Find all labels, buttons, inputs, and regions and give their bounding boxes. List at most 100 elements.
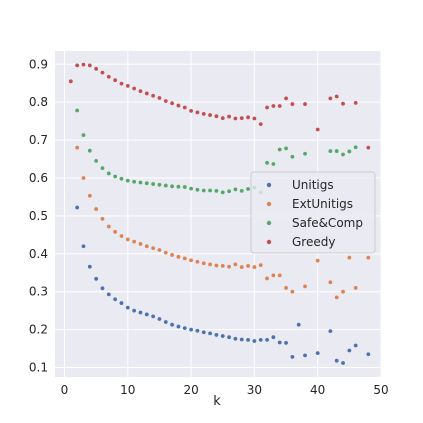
data-point [239, 265, 244, 269]
data-point [125, 305, 130, 310]
data-point [144, 312, 149, 317]
data-point [303, 284, 307, 289]
data-point [176, 324, 181, 329]
data-point [353, 145, 358, 150]
data-point [290, 102, 295, 106]
data-point [144, 181, 149, 186]
data-point [151, 314, 156, 319]
data-point [125, 178, 130, 183]
data-point [100, 166, 105, 171]
data-point [138, 89, 143, 94]
data-point [75, 108, 80, 113]
data-point [138, 242, 143, 246]
data-point [277, 273, 282, 278]
data-point [220, 190, 225, 195]
series-extunitigs [75, 145, 371, 300]
legend-label: Greedy [292, 235, 335, 249]
data-point [157, 182, 162, 187]
data-point [208, 262, 212, 267]
data-point [87, 63, 92, 68]
data-point [265, 276, 269, 281]
data-point [144, 91, 149, 96]
data-point [195, 259, 200, 264]
data-points [68, 62, 371, 365]
data-point [132, 86, 137, 91]
data-point [138, 310, 143, 315]
data-point [132, 308, 137, 313]
data-point [258, 122, 263, 127]
data-point [246, 187, 250, 191]
data-point [290, 289, 295, 294]
y-tick-label: 0.4 [29, 247, 48, 261]
data-point [119, 301, 124, 305]
data-point [75, 63, 80, 68]
data-point [227, 114, 231, 119]
data-point [341, 361, 345, 365]
legend-label: ExtUnitigs [292, 197, 353, 211]
legend-marker [266, 201, 272, 207]
data-point [277, 104, 282, 108]
y-tick-label: 0.5 [29, 209, 48, 223]
data-point [366, 145, 371, 150]
series-greedy [68, 62, 371, 150]
data-point [252, 116, 257, 121]
data-point [258, 263, 263, 268]
data-point [334, 149, 339, 153]
data-point [246, 264, 250, 268]
data-point [81, 62, 86, 67]
y-tick-label: 0.2 [29, 323, 48, 337]
data-point [189, 186, 193, 191]
data-point [284, 146, 288, 151]
data-point [227, 189, 231, 194]
data-point [151, 93, 156, 98]
grid-lines [55, 51, 382, 377]
data-point [220, 116, 225, 120]
data-point [227, 335, 231, 340]
data-point [151, 182, 156, 186]
data-point [201, 261, 206, 266]
y-tick-label: 0.6 [29, 171, 48, 185]
legend-box [250, 171, 376, 254]
data-point [265, 337, 269, 342]
x-tick-labels: 0 10 20 30 40 50 [61, 383, 389, 397]
data-point [284, 286, 288, 290]
series-unitigs [75, 205, 371, 365]
data-point [132, 239, 137, 244]
x-tick-label: 40 [310, 383, 325, 397]
data-point [246, 115, 250, 120]
data-point [315, 258, 320, 263]
data-point [75, 205, 80, 210]
data-point [81, 244, 86, 249]
data-point [277, 340, 282, 345]
data-point [366, 352, 371, 357]
data-point [170, 184, 175, 189]
x-tick-label: 0 [61, 383, 69, 397]
data-point [284, 96, 288, 101]
data-point [265, 105, 269, 110]
data-point [170, 322, 175, 327]
data-point [119, 176, 124, 181]
data-point [233, 262, 238, 267]
y-tick-labels: 0.1 0.2 0.3 0.4 0.5 0.6 0.7 0.8 0.9 [29, 57, 48, 374]
data-point [201, 112, 206, 116]
data-point [341, 152, 345, 157]
data-point [125, 237, 130, 242]
data-point [220, 264, 225, 268]
data-point [303, 102, 307, 106]
data-point [182, 326, 187, 330]
data-point [303, 151, 307, 156]
data-point [353, 101, 358, 105]
data-point [119, 81, 124, 86]
data-point [239, 337, 244, 342]
data-point [227, 264, 231, 269]
data-point [214, 333, 219, 337]
data-point [271, 335, 276, 340]
data-point [195, 110, 200, 115]
data-point [271, 273, 276, 278]
data-point [315, 351, 320, 356]
y-tick-label: 0.1 [29, 361, 48, 375]
data-point [163, 250, 168, 255]
data-point [277, 147, 282, 152]
data-point [106, 224, 111, 229]
data-point [176, 184, 181, 189]
